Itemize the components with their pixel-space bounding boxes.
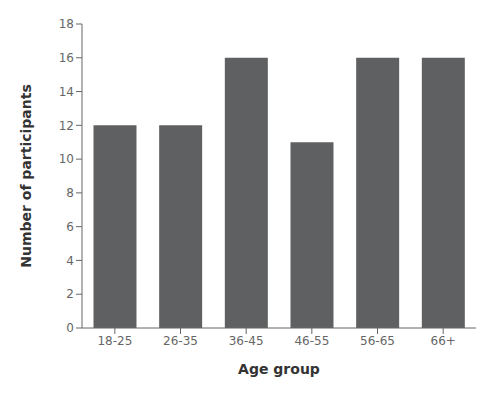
svg-text:18-25: 18-25: [97, 334, 132, 348]
svg-text:18: 18: [59, 17, 74, 31]
svg-text:8: 8: [66, 186, 74, 200]
svg-text:66+: 66+: [431, 334, 456, 348]
svg-text:6: 6: [66, 220, 74, 234]
svg-text:0: 0: [66, 321, 74, 335]
svg-text:14: 14: [59, 85, 74, 99]
svg-text:16: 16: [59, 51, 74, 65]
svg-text:Number of participants: Number of participants: [18, 84, 34, 268]
svg-text:4: 4: [66, 254, 74, 268]
svg-text:2: 2: [66, 287, 74, 301]
svg-text:12: 12: [59, 119, 74, 133]
svg-text:56-65: 56-65: [360, 334, 395, 348]
svg-text:26-35: 26-35: [163, 334, 198, 348]
svg-text:10: 10: [59, 152, 74, 166]
svg-text:46-55: 46-55: [294, 334, 329, 348]
svg-text:36-45: 36-45: [229, 334, 264, 348]
svg-text:Age group: Age group: [238, 361, 320, 377]
